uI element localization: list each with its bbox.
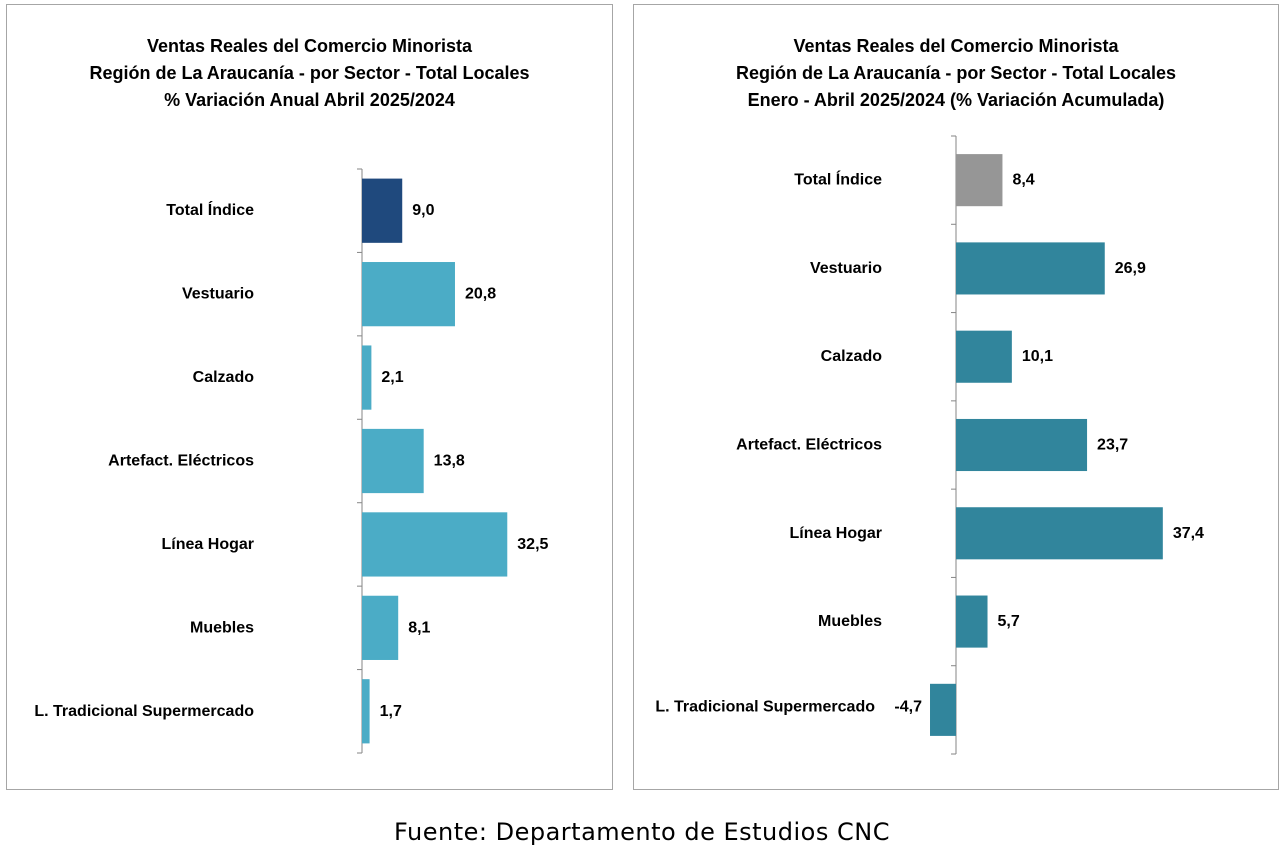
category-label-1: Total Índice: [166, 200, 254, 219]
chart-panel-annual: Ventas Reales del Comercio Minorista Reg…: [6, 4, 613, 790]
value-label-3: 10,1: [1022, 348, 1053, 365]
bar-7: [930, 683, 956, 736]
chart-panel-cumulative: Ventas Reales del Comercio Minorista Reg…: [633, 4, 1279, 790]
category-label-4: Artefact. Eléctricos: [108, 453, 254, 470]
value-label-1: 9,0: [412, 202, 434, 219]
value-label-3: 2,1: [381, 369, 403, 386]
value-label-6: 5,7: [998, 613, 1020, 630]
category-label-2: Vestuario: [182, 286, 254, 303]
bar-6: [956, 595, 988, 648]
bar-chart-cumulative: 8,4 Total Índice 26,9 Vestuario 10,1 Calzado 2…: [655, 135, 1204, 755]
category-label-2: Vestuario: [810, 260, 882, 277]
value-label-4: 13,8: [434, 453, 465, 470]
bar-4: [956, 418, 1088, 472]
chart-title-line-3: % Variación Anual Abril 2025/2024: [164, 90, 455, 110]
category-label-1: Total Índice: [794, 170, 882, 189]
bar-7: [362, 679, 370, 744]
value-label-6: 8,1: [408, 619, 430, 636]
bar-2: [956, 242, 1105, 295]
chart-title-annual: Ventas Reales del Comercio Minorista Reg…: [7, 33, 612, 114]
value-label-2: 20,8: [465, 286, 496, 303]
category-label-6: Muebles: [190, 619, 254, 636]
chart-title-line-3: Enero - Abril 2025/2024 (% Variación Acu…: [747, 90, 1165, 110]
bar-4: [362, 428, 424, 494]
value-label-4: 23,7: [1097, 437, 1128, 454]
bar-1: [362, 178, 403, 243]
value-label-7: 1,7: [380, 703, 402, 720]
category-label-5: Línea Hogar: [162, 536, 254, 553]
value-label-5: 32,5: [517, 536, 548, 553]
bar-1: [956, 154, 1003, 207]
category-label-5: Línea Hogar: [790, 525, 882, 542]
value-label-2: 26,9: [1115, 260, 1146, 277]
value-label-7: -4,7: [894, 698, 922, 715]
value-label-5: 37,4: [1173, 525, 1204, 542]
bar-3: [956, 330, 1012, 383]
category-label-7: L. Tradicional Supermercado: [34, 703, 254, 720]
chart-title-line-2: Región de La Araucanía - por Sector - To…: [89, 63, 530, 83]
category-label-3: Calzado: [193, 369, 255, 386]
bar-5: [362, 512, 508, 577]
value-label-1: 8,4: [1012, 172, 1034, 189]
category-label-3: Calzado: [821, 348, 883, 365]
bar-2: [362, 262, 455, 327]
category-label-4: Artefact. Eléctricos: [736, 437, 882, 454]
bar-chart-annual: 9,0 Total Índice 20,8 Vestuario 2,1 Calzado 13…: [34, 168, 549, 754]
bar-3: [362, 345, 372, 410]
bar-6: [362, 595, 399, 660]
chart-title-line-1: Ventas Reales del Comercio Minorista: [793, 36, 1119, 56]
bar-5: [956, 507, 1163, 560]
chart-title-line-2: Región de La Araucanía - por Sector - To…: [735, 63, 1177, 83]
source-note: Fuente: Departamento de Estudios CNC: [394, 818, 890, 846]
chart-title-line-1: Ventas Reales del Comercio Minorista: [146, 36, 473, 56]
category-label-6: Muebles: [818, 613, 882, 630]
category-label-7: L. Tradicional Supermercado: [655, 698, 875, 715]
chart-title-cumulative: Ventas Reales del Comercio Minorista Reg…: [634, 33, 1278, 114]
